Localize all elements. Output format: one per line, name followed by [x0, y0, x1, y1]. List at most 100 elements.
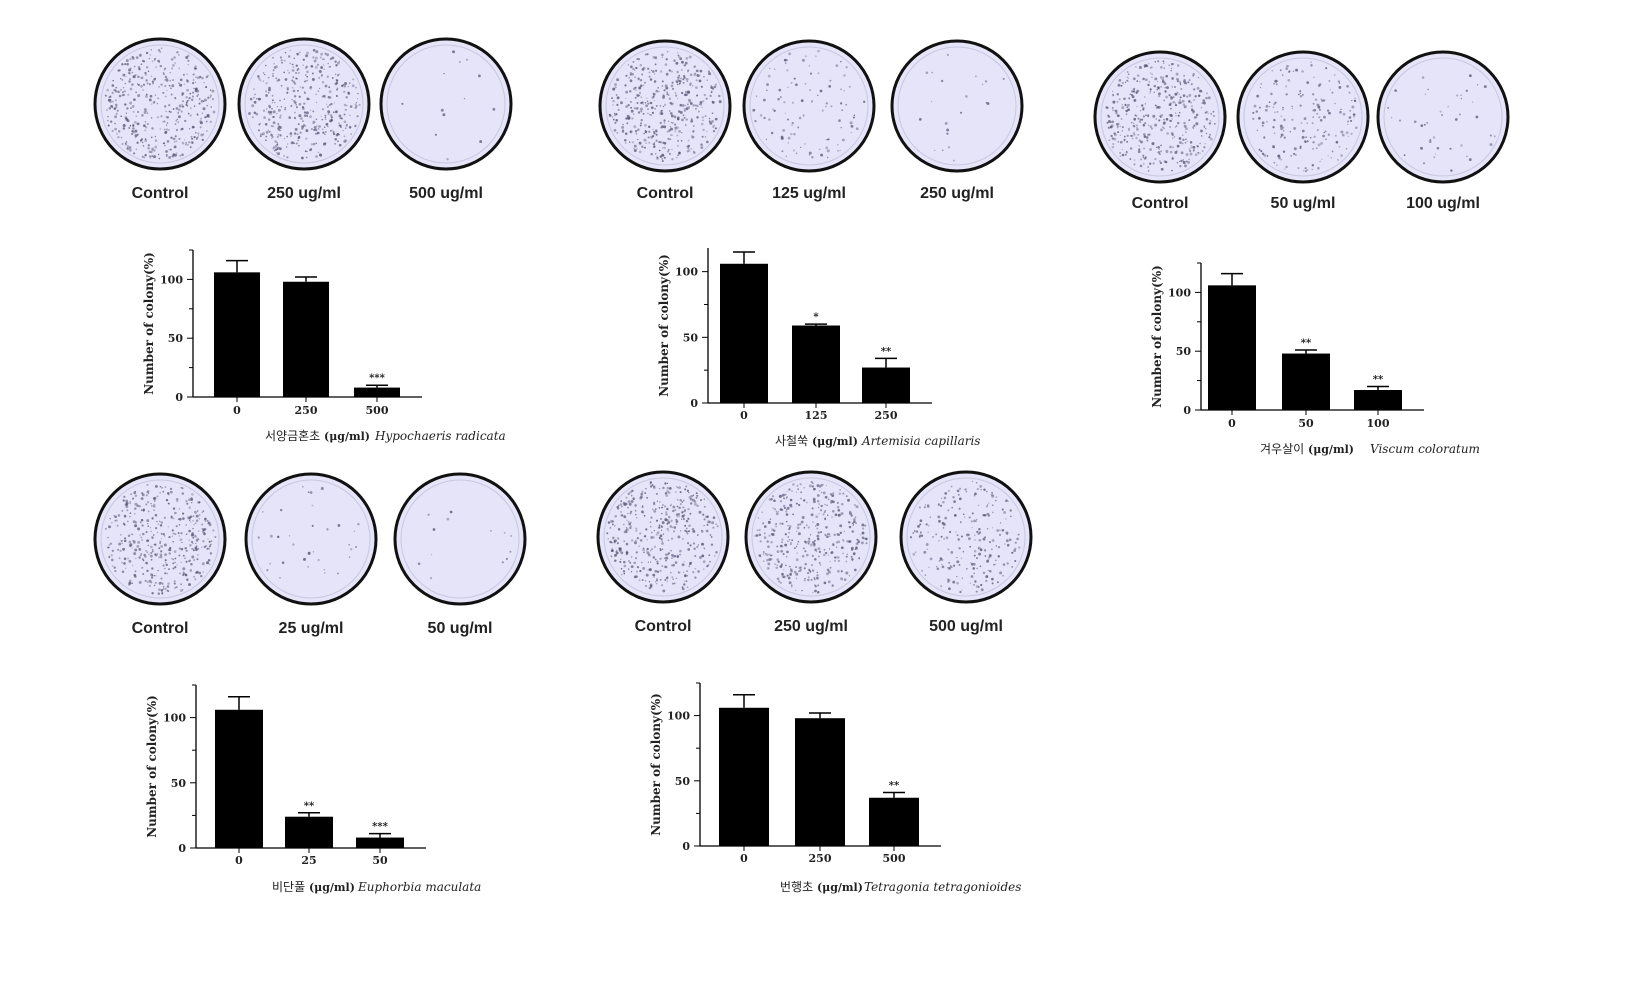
- colony-dot: [303, 102, 306, 105]
- colony-dot: [164, 486, 167, 488]
- colony-dot: [822, 491, 826, 495]
- colony-dot: [986, 504, 989, 506]
- colony-dot: [1192, 73, 1195, 76]
- petri-dish: 125 ug/ml: [742, 39, 876, 202]
- colony-dot: [1160, 116, 1162, 118]
- colony-dot: [1179, 99, 1181, 101]
- colony-dot: [1132, 77, 1136, 81]
- colony-dot: [667, 137, 670, 141]
- colony-dot: [155, 574, 157, 577]
- colony-dot: [816, 571, 818, 574]
- colony-dot: [125, 141, 128, 143]
- colony-dot: [637, 138, 639, 141]
- colony-dot: [773, 529, 776, 532]
- colony-dot: [292, 66, 295, 68]
- colony-dot: [929, 557, 933, 561]
- colony-dot: [787, 142, 789, 144]
- colony-dot: [178, 508, 181, 510]
- colony-dot: [188, 498, 191, 501]
- colony-dot: [143, 156, 146, 159]
- colony-dot: [653, 576, 655, 578]
- colony-dot: [694, 576, 697, 579]
- colony-dot: [674, 490, 677, 493]
- colony-dot: [769, 518, 772, 520]
- colony-dot: [269, 562, 272, 565]
- colony-dot: [133, 65, 136, 68]
- colony-dot: [1322, 134, 1325, 138]
- colony-dot: [837, 509, 840, 512]
- colony-dot: [1350, 119, 1353, 122]
- colony-dot: [293, 116, 297, 120]
- colony-dot: [643, 138, 647, 142]
- colony-dot: [634, 76, 636, 78]
- colony-dot: [1319, 160, 1321, 163]
- colony-dot: [1142, 154, 1145, 157]
- colony-dot: [630, 500, 634, 503]
- colony-dot: [700, 103, 702, 106]
- colony-dot: [666, 576, 669, 578]
- colony-dot: [1132, 122, 1135, 125]
- colony-dot: [1110, 134, 1113, 138]
- colony-dot: [633, 125, 637, 129]
- colony-dot: [814, 589, 817, 593]
- colony-dot: [175, 128, 179, 132]
- colony-dot: [154, 581, 157, 584]
- colony-dot: [347, 85, 349, 88]
- colony-dot: [615, 551, 619, 555]
- colony-dot: [789, 503, 793, 507]
- colony-dot: [623, 564, 627, 568]
- colony-dot: [676, 157, 678, 159]
- colony-dot: [645, 142, 647, 144]
- colony-dot: [829, 535, 831, 537]
- colony-dot: [796, 526, 800, 530]
- colony-dot: [147, 147, 150, 150]
- colony-dot: [1347, 120, 1350, 123]
- colony-dot: [1255, 110, 1259, 113]
- colony-dot: [1174, 103, 1178, 107]
- colony-dot: [810, 101, 813, 104]
- colony-dot: [503, 532, 506, 534]
- colony-dot: [315, 142, 318, 145]
- colony-dot: [686, 80, 689, 83]
- colony-dot: [1252, 111, 1255, 114]
- colony-dot: [824, 509, 827, 512]
- colony-dot: [169, 487, 173, 490]
- colony-dot: [290, 104, 293, 108]
- colony-dot: [988, 541, 992, 544]
- colony-dot: [634, 130, 638, 133]
- colony-dot: [206, 104, 209, 107]
- colony-dot: [174, 511, 177, 515]
- colony-dot: [945, 536, 949, 540]
- colony-dot: [1195, 122, 1199, 126]
- colony-dot: [843, 530, 846, 532]
- colony-dot: [786, 574, 789, 577]
- colony-dot: [1174, 86, 1176, 88]
- colony-dot: [635, 529, 638, 532]
- colony-dot: [111, 84, 115, 87]
- colony-dot: [629, 130, 632, 133]
- colony-dot: [770, 554, 772, 557]
- colony-dot: [681, 118, 684, 122]
- colony-dot: [1274, 79, 1278, 83]
- colony-dot: [135, 91, 137, 94]
- colony-dot: [1434, 153, 1436, 155]
- colony-dot: [289, 49, 291, 52]
- colony-dot: [662, 105, 665, 108]
- colony-dot: [659, 104, 662, 107]
- colony-dot: [785, 513, 789, 516]
- colony-dot: [279, 114, 282, 117]
- colony-dot: [149, 156, 152, 159]
- colony-dot: [1433, 156, 1436, 158]
- colony-dot: [1314, 98, 1318, 101]
- colony-dot: [1165, 160, 1168, 164]
- colony-dot: [707, 70, 710, 73]
- plant-korean-name: 비단풀: [272, 880, 309, 894]
- colony-dot: [660, 525, 664, 529]
- colony-dot: [923, 506, 926, 509]
- colony-dot: [349, 114, 351, 117]
- colony-dot: [1119, 125, 1121, 128]
- colony-dot: [158, 157, 161, 160]
- colony-dot: [167, 526, 169, 528]
- colony-dot: [334, 110, 338, 114]
- bar: [720, 263, 768, 403]
